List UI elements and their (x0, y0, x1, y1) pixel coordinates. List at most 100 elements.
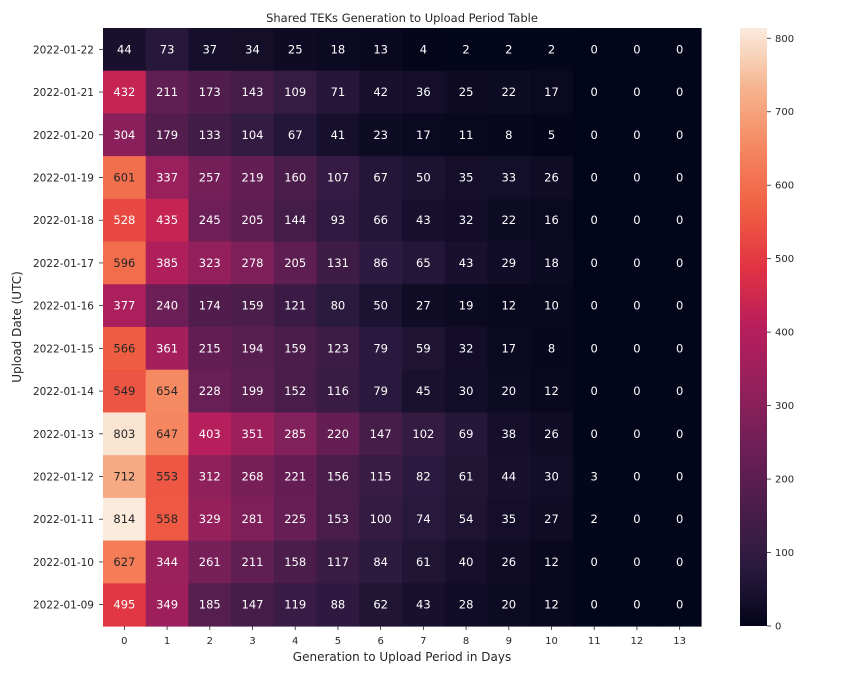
colorbar-tick-label: 700 (775, 107, 794, 118)
cell-value-label: 159 (284, 341, 306, 355)
heatmap-cell (103, 412, 147, 456)
cell-value-label: 29 (501, 256, 516, 270)
cell-value-label: 45 (416, 384, 431, 398)
heatmap-cell (145, 497, 190, 542)
cell-value-label: 205 (284, 256, 306, 270)
cell-value-label: 215 (199, 341, 221, 355)
cell-value-label: 2 (591, 512, 598, 526)
cell-value-label: 109 (284, 85, 306, 99)
cell-value-label: 0 (591, 171, 598, 185)
heatmap-cell (316, 583, 360, 627)
heatmap-cell (530, 198, 574, 243)
cell-value-label: 12 (501, 299, 516, 313)
cell-value-label: 16 (544, 213, 559, 227)
heatmap-cell (231, 369, 275, 414)
heatmap-cell (402, 284, 446, 328)
cell-value-label: 107 (327, 171, 349, 185)
heatmap-cell (444, 198, 489, 243)
cell-value-label: 43 (459, 256, 474, 270)
cell-value-label: 0 (633, 128, 640, 142)
heatmap-cell (273, 497, 318, 542)
heatmap-cell (316, 327, 360, 371)
heatmap-cell (359, 113, 403, 157)
cell-value-label: 0 (591, 299, 598, 313)
heatmap-cell (572, 540, 617, 584)
cell-value-label: 59 (416, 341, 431, 355)
heatmap-cell (658, 113, 702, 157)
heatmap-cell (444, 497, 489, 542)
heatmap-cell (188, 412, 232, 456)
heatmap-cell (273, 540, 318, 584)
heatmap-cell (231, 241, 275, 285)
heatmap-cell (615, 583, 659, 627)
cell-value-label: 22 (501, 213, 516, 227)
heatmap-cell (487, 28, 531, 72)
heatmap-cell (188, 497, 232, 542)
cell-value-label: 432 (113, 85, 135, 99)
heatmap-cell (145, 327, 190, 371)
heatmap-cell (530, 369, 574, 414)
x-tick-label: 9 (506, 636, 512, 647)
heatmap-cell (487, 583, 531, 627)
heatmap-cell (273, 113, 318, 157)
cell-value-label: 61 (459, 470, 474, 484)
heatmap-cell (615, 28, 659, 72)
heatmap-cell (402, 327, 446, 371)
heatmap-cell (145, 156, 190, 200)
heatmap-cell (444, 455, 489, 499)
cell-value-label: 121 (284, 299, 306, 313)
cell-value-label: 133 (199, 128, 221, 142)
heatmap-cell (444, 156, 489, 200)
cell-value-label: 17 (501, 341, 516, 355)
cell-value-label: 221 (284, 470, 306, 484)
cell-value-label: 0 (591, 384, 598, 398)
x-tick-label: 3 (249, 636, 255, 647)
heatmap-cell (273, 327, 318, 371)
cell-value-label: 2 (462, 42, 469, 56)
heatmap-cell (273, 455, 318, 499)
heatmap-cell (188, 198, 232, 243)
heatmap-cell (572, 70, 617, 115)
heatmap-cell (658, 540, 702, 584)
heatmap-cell (444, 284, 489, 328)
cell-value-label: 803 (113, 427, 135, 441)
cell-value-label: 173 (199, 85, 221, 99)
cell-value-label: 647 (156, 427, 178, 441)
cell-value-label: 12 (544, 555, 559, 569)
cell-value-label: 37 (202, 42, 217, 56)
heatmap-cell (316, 241, 360, 285)
heatmap-cell (530, 455, 574, 499)
heatmap-cell (188, 284, 232, 328)
cell-value-label: 219 (242, 171, 264, 185)
heatmap-cell (444, 113, 489, 157)
heatmap-cell (188, 70, 232, 115)
y-axis-label: Upload Date (UTC) (10, 271, 24, 383)
cell-value-label: 26 (501, 555, 516, 569)
cell-value-label: 8 (505, 128, 512, 142)
cell-value-label: 257 (199, 171, 221, 185)
heatmap-cell (273, 70, 318, 115)
heatmap-cell (572, 113, 617, 157)
x-axis-ticks: 0 1 2 3 4 5 6 7 8 9 10 11 12 13 (121, 626, 686, 647)
heatmap-cell (103, 156, 147, 200)
x-tick-label: 6 (377, 636, 383, 647)
heatmap-cell (359, 497, 403, 542)
cell-value-label: 25 (459, 85, 474, 99)
y-tick-label: 2022-01-17 (33, 258, 94, 270)
cell-value-label: 80 (331, 299, 346, 313)
cell-value-label: 17 (544, 85, 559, 99)
x-tick-label: 13 (673, 636, 686, 647)
cell-value-label: 0 (676, 598, 683, 612)
heatmap-cell (103, 583, 147, 627)
cell-value-label: 0 (676, 555, 683, 569)
cell-value-label: 18 (544, 256, 559, 270)
cell-value-label: 627 (113, 555, 135, 569)
heatmap-cell (444, 412, 489, 456)
cell-value-label: 323 (199, 256, 221, 270)
heatmap-cell (231, 540, 275, 584)
cell-value-label: 10 (544, 299, 559, 313)
cell-value-label: 27 (544, 512, 559, 526)
heatmap-cell (145, 540, 190, 584)
cell-value-label: 245 (199, 213, 221, 227)
heatmap-cell (145, 241, 190, 285)
